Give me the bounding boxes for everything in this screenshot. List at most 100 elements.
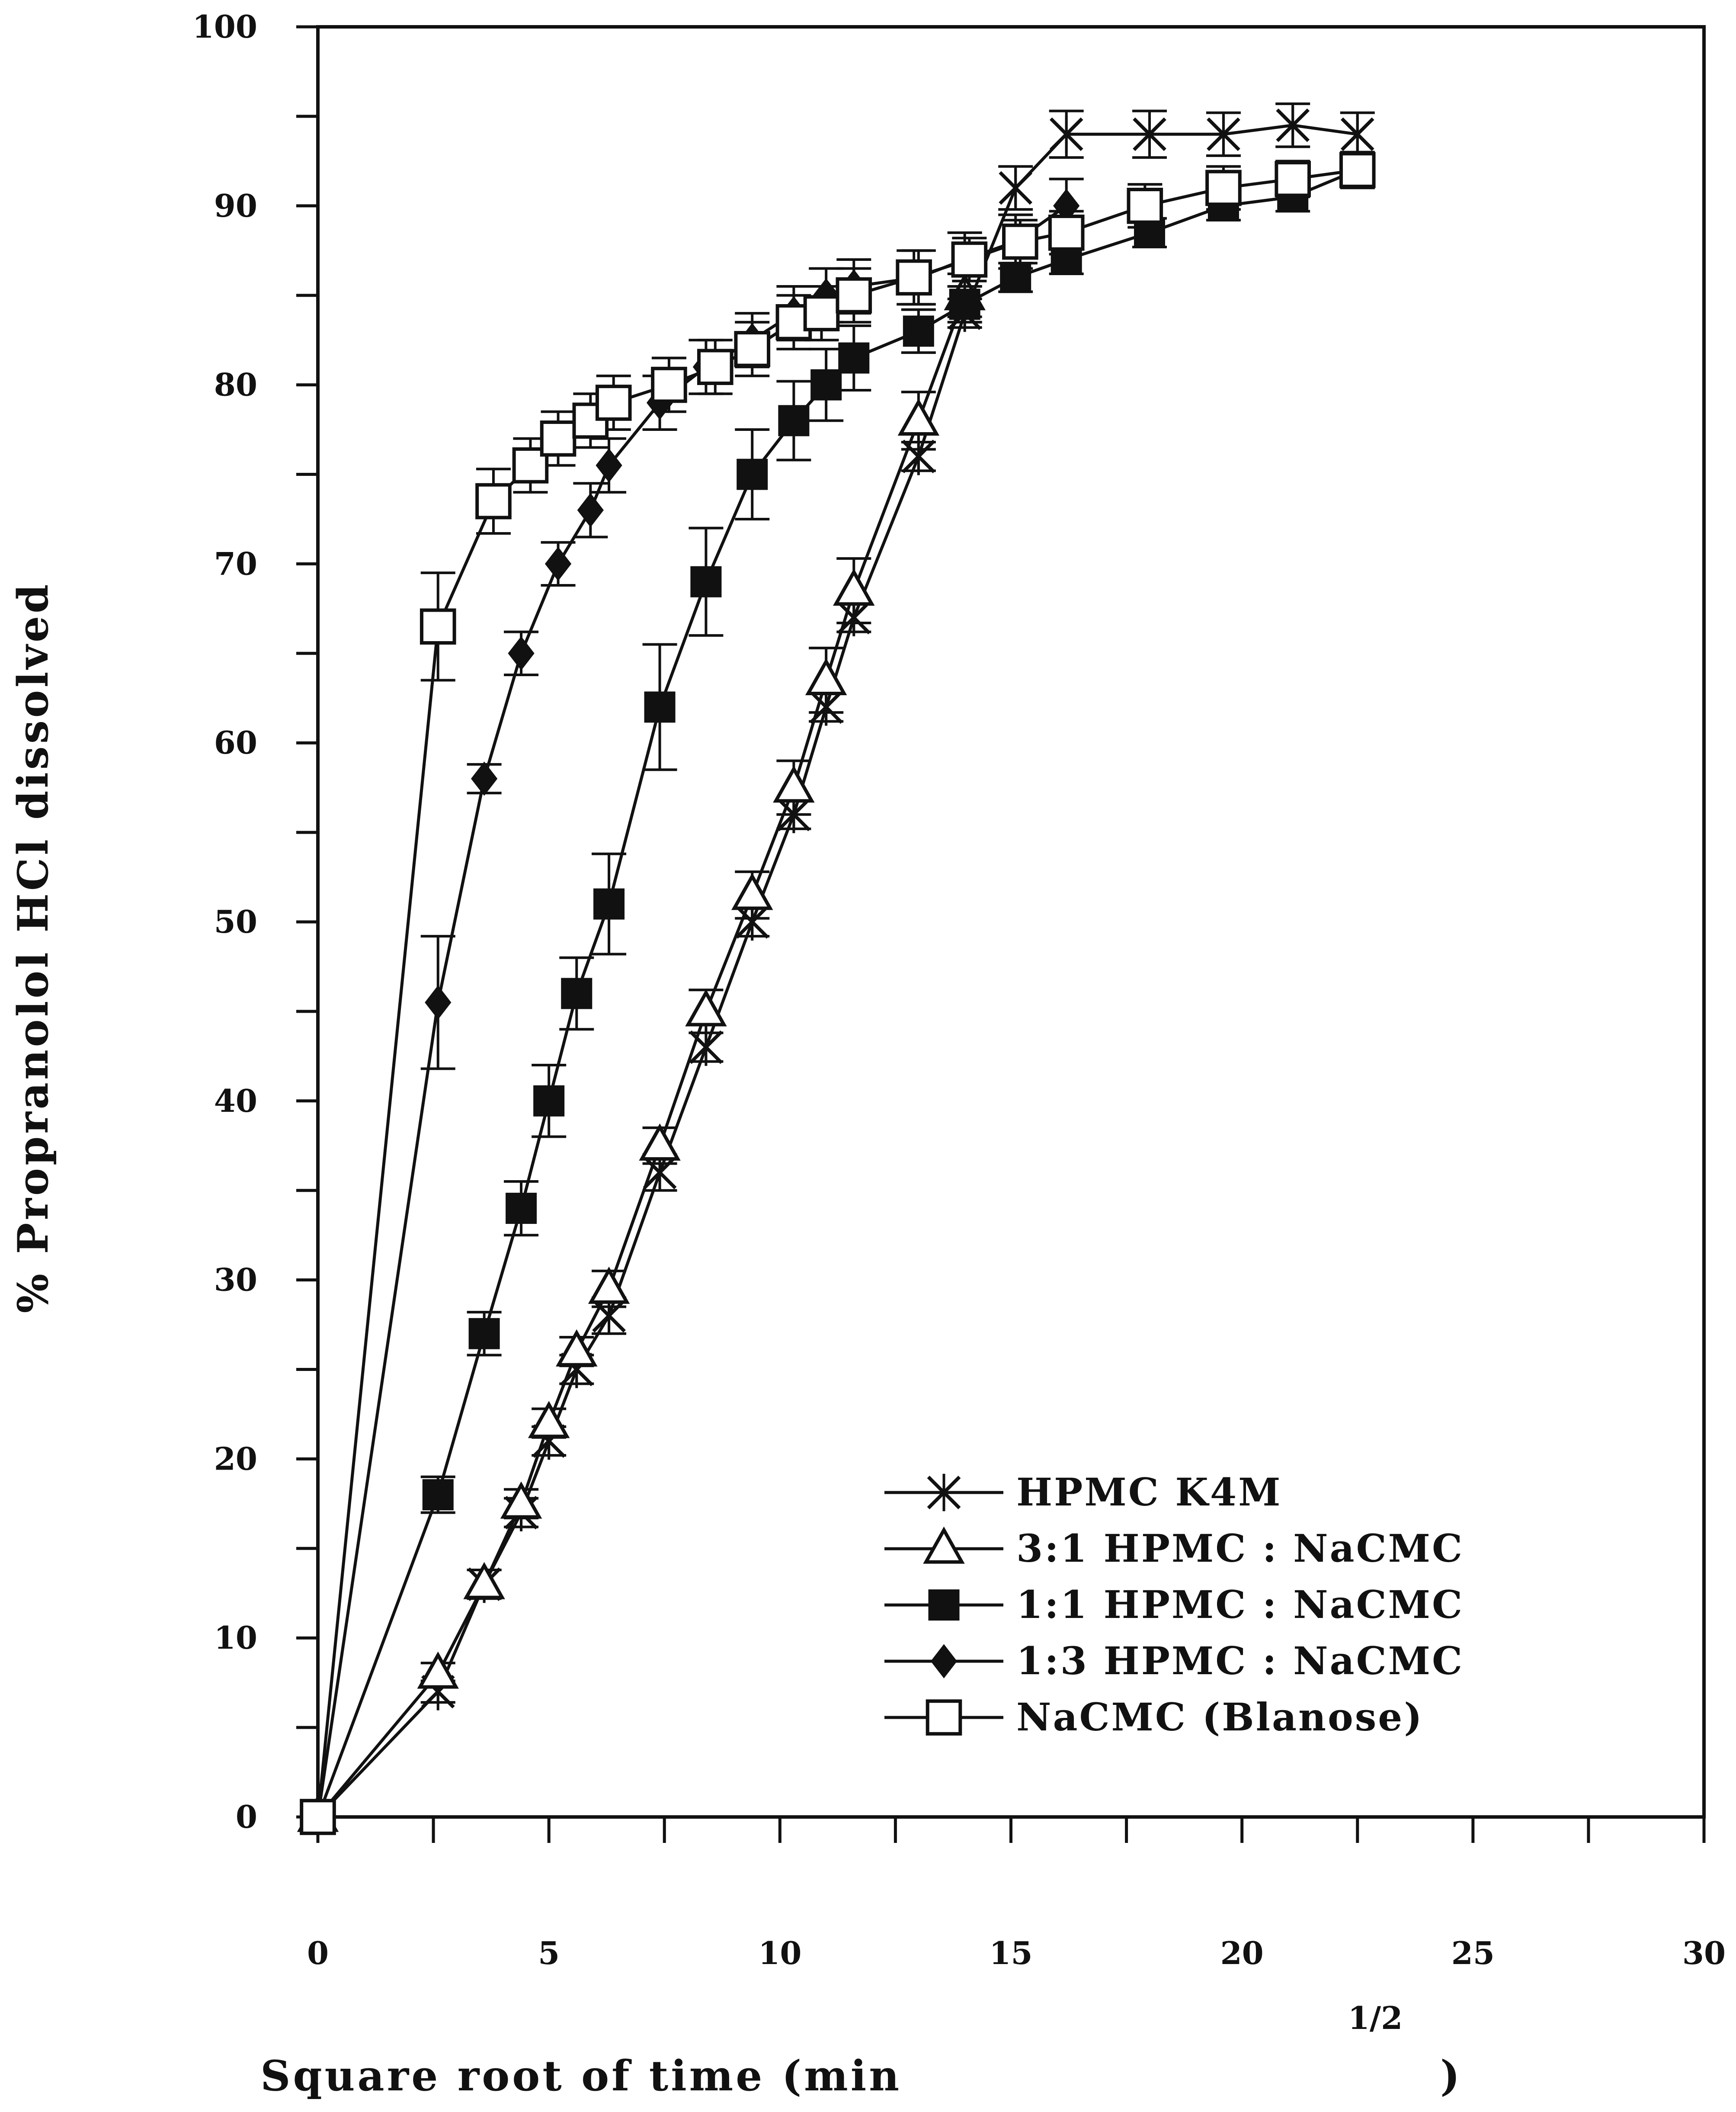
data-point (685, 989, 727, 1027)
plot-border (316, 25, 1706, 1819)
data-point (471, 761, 498, 796)
legend-entry: 3:1 HPMC : NaCMC (884, 1526, 1464, 1571)
series-line (316, 204, 1067, 1817)
legend-entry: 1:3 HPMC : NaCMC (884, 1638, 1464, 1683)
data-point (639, 1123, 681, 1161)
x-tick-label: 30 (1682, 1935, 1726, 1971)
data-point (803, 295, 840, 331)
data-point (689, 1028, 723, 1066)
y-tick-label: 60 (214, 724, 257, 761)
data-point (897, 398, 940, 436)
series-line (317, 295, 966, 1818)
data-point (528, 1401, 570, 1438)
data-point (533, 1085, 565, 1117)
y-tick-label: 90 (214, 187, 257, 224)
data-point (1133, 116, 1166, 153)
x-tick-label: 15 (989, 1935, 1032, 1971)
y-tick-label: 70 (214, 545, 257, 582)
data-point (500, 1481, 542, 1519)
data-point (1002, 223, 1038, 260)
data-point (833, 568, 875, 606)
legend-marker (926, 1699, 962, 1736)
data-point (463, 1562, 505, 1599)
y-tick-label: 0 (236, 1798, 257, 1835)
data-point (1276, 106, 1310, 144)
x-axis-title: Square root of time (min (260, 2051, 902, 2100)
data-point (468, 1318, 500, 1349)
data-point (1275, 160, 1311, 197)
data-point (690, 566, 722, 597)
data-point (810, 369, 842, 401)
data-point (577, 493, 604, 527)
data-point (545, 546, 572, 581)
y-tick-label: 100 (192, 8, 257, 45)
data-point (836, 277, 872, 314)
series-4 (300, 151, 1376, 1835)
data-point (737, 459, 768, 490)
data-point (734, 331, 771, 367)
legend: HPMC K4M 3:1 HPMC : NaCMC 1:1 HPMC : NaCMC… (884, 1470, 1464, 1740)
legend-marker (928, 1589, 960, 1621)
x-tick-label: 5 (538, 1935, 560, 1971)
data-point (596, 448, 622, 483)
legend-label: 3:1 HPMC : NaCMC (1016, 1526, 1464, 1571)
legend-entry: 1:1 HPMC : NaCMC (884, 1582, 1462, 1627)
data-point (508, 636, 535, 671)
y-tick-label: 10 (214, 1619, 257, 1656)
data-point (506, 1193, 537, 1224)
y-tick-label: 30 (214, 1261, 257, 1298)
legend-label: HPMC K4M (1016, 1470, 1282, 1515)
data-point (1205, 170, 1242, 206)
x-axis-title-superscript: 1/2 (1348, 2000, 1403, 2036)
series-2 (302, 154, 1375, 1833)
x-tick-label: 0 (307, 1935, 329, 1971)
data-point (903, 315, 934, 347)
data-point (773, 765, 815, 803)
legend-entry: NaCMC (Blanose) (884, 1695, 1424, 1740)
plot-frame (316, 25, 1706, 1819)
data-point (949, 289, 980, 320)
data-point (1048, 215, 1085, 251)
data-point (540, 420, 577, 457)
data-point (422, 1479, 454, 1511)
data-point (805, 658, 847, 695)
data-point (556, 1329, 598, 1367)
data-point (1049, 116, 1083, 153)
legend-label: NaCMC (Blanose) (1016, 1695, 1424, 1740)
data-point (561, 978, 593, 1009)
legend-marker (930, 1644, 958, 1679)
y-axis-title: % Propranolol HCl dissolved (9, 582, 58, 1313)
data-point (1340, 116, 1374, 153)
x-tick-label: 25 (1451, 1935, 1495, 1971)
data-point (1207, 116, 1240, 153)
data-point (644, 691, 676, 723)
data-point (425, 985, 452, 1020)
data-point (999, 169, 1033, 207)
data-point (1339, 152, 1376, 188)
data-point (896, 259, 932, 296)
axis-ticks: 0 10 20 30 40 50 60 70 80 90 100 0 5 10 15 20 25 30 (192, 8, 1726, 1971)
data-point (420, 608, 456, 645)
data-point (838, 342, 870, 374)
data-point (593, 888, 625, 920)
data-point (595, 385, 632, 421)
legend-entry: HPMC K4M (884, 1470, 1282, 1515)
data-point (778, 405, 810, 437)
data-series (297, 102, 1376, 1836)
x-tick-label: 10 (758, 1935, 801, 1971)
data-point (731, 873, 773, 910)
legend-marker (927, 1473, 961, 1512)
legend-label: 1:3 HPMC : NaCMC (1016, 1638, 1464, 1683)
y-tick-label: 80 (214, 366, 257, 403)
series-1 (297, 273, 986, 1832)
legend-marker (923, 1526, 965, 1564)
y-tick-label: 40 (214, 1082, 257, 1119)
y-tick-label: 50 (214, 903, 257, 940)
data-point (300, 1799, 336, 1835)
x-tick-label: 20 (1220, 1935, 1264, 1971)
data-point (417, 1651, 459, 1689)
data-point (651, 366, 687, 403)
x-axis-title-close: ) (1440, 2051, 1462, 2100)
data-point (588, 1266, 630, 1304)
